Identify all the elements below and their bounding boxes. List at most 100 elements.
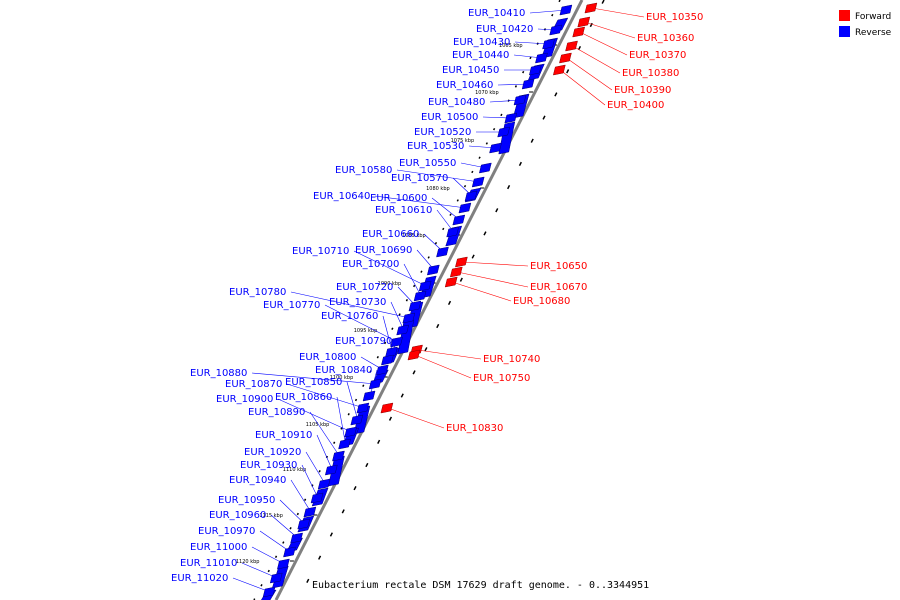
gene-label[interactable]: EUR_10770: [263, 300, 320, 311]
leader-line: [290, 479, 312, 513]
gene-label[interactable]: EUR_10780: [229, 287, 286, 298]
gene-label[interactable]: EUR_10840: [315, 365, 372, 376]
gene-label[interactable]: EUR_10760: [321, 311, 378, 322]
gene-label[interactable]: EUR_10500: [421, 112, 478, 123]
leader-line: [316, 434, 333, 471]
gene-label[interactable]: EUR_10450: [442, 65, 499, 76]
kbp-tick-label: 1095 kbp: [354, 328, 378, 334]
reverse-gene-arrow: [542, 38, 555, 50]
leader-line: [387, 407, 445, 429]
leader-line: [259, 530, 291, 553]
reverse-gene-block: [512, 93, 530, 119]
reverse-gene-arrow: [458, 202, 472, 214]
leader-line: [279, 499, 305, 525]
gene-label[interactable]: EUR_10790: [335, 336, 392, 347]
gene-label[interactable]: EUR_10440: [452, 50, 509, 61]
forward-gene-arrow: [449, 266, 463, 278]
gene-label[interactable]: EUR_10610: [375, 205, 432, 216]
reverse-gene-arrow: [521, 78, 535, 90]
reverse-gene-arrow: [356, 402, 370, 414]
gene-labels: EUR_10350 EUR_10360 EUR_10370 EUR_10380 EUR_…: [171, 8, 703, 584]
reverse-gene-arrow: [436, 246, 449, 258]
legend-forward-label: Forward: [855, 12, 891, 22]
leader-line: [324, 304, 398, 343]
gene-label[interactable]: EUR_10890: [248, 407, 305, 418]
gene-label[interactable]: EUR_10670: [530, 282, 587, 293]
gene-label[interactable]: EUR_10370: [629, 50, 686, 61]
forward-gene-arrow: [559, 52, 572, 64]
kbp-tick-label: 1090 kbp: [378, 281, 402, 287]
gene-label[interactable]: EUR_10940: [229, 475, 286, 486]
gene-label[interactable]: EUR_10880: [190, 368, 247, 379]
gene-label[interactable]: EUR_10750: [473, 373, 530, 384]
leader-line: [584, 21, 636, 39]
reverse-gene-arrow: [396, 324, 410, 336]
leader-line: [431, 197, 460, 221]
leader-line: [270, 514, 298, 539]
leader-line: [286, 383, 365, 409]
gene-label[interactable]: EUR_10830: [446, 423, 503, 434]
gene-label[interactable]: EUR_10640: [313, 191, 370, 202]
gene-label[interactable]: EUR_10900: [216, 394, 273, 405]
gene-label[interactable]: EUR_10350: [646, 12, 703, 23]
gene-label[interactable]: EUR_11020: [171, 573, 228, 584]
legend-reverse-label: Reverse: [855, 28, 892, 38]
gene-label[interactable]: EUR_10400: [607, 100, 664, 111]
gene-label[interactable]: EUR_10860: [275, 392, 332, 403]
gene-label[interactable]: EUR_10520: [414, 127, 471, 138]
gene-label[interactable]: EUR_10950: [218, 495, 275, 506]
reverse-gene-arrow: [350, 414, 364, 426]
gene-label[interactable]: EUR_10380: [622, 68, 679, 79]
leader-line: [232, 577, 271, 593]
gene-label[interactable]: EUR_10730: [329, 297, 386, 308]
reverse-gene-arrow: [297, 518, 311, 530]
gene-label[interactable]: EUR_10460: [436, 80, 493, 91]
leader-line: [457, 271, 529, 288]
gene-label[interactable]: EUR_10850: [285, 377, 342, 388]
gene-label[interactable]: EUR_10580: [335, 165, 392, 176]
gene-label[interactable]: EUR_10910: [255, 430, 312, 441]
reverse-gene-arrow: [471, 176, 485, 188]
reverse-gene-arrow: [283, 546, 296, 558]
gene-label[interactable]: EUR_10530: [407, 141, 464, 152]
gene-label[interactable]: EUR_10550: [399, 158, 456, 169]
gene-label[interactable]: EUR_11000: [190, 542, 247, 553]
strand-guide: [253, 0, 561, 600]
gene-label[interactable]: EUR_10930: [240, 460, 297, 471]
gene-label[interactable]: EUR_10600: [370, 193, 427, 204]
gene-label[interactable]: EUR_10710: [292, 246, 349, 257]
leader-line: [414, 354, 472, 379]
leader-line: [305, 451, 326, 485]
gene-label[interactable]: EUR_10920: [244, 447, 301, 458]
reverse-gene-arrow: [426, 264, 440, 276]
gene-label[interactable]: EUR_10390: [614, 85, 671, 96]
gene-label[interactable]: EUR_10480: [428, 97, 485, 108]
gene-label[interactable]: EUR_10570: [391, 173, 448, 184]
leader-line: [403, 263, 422, 297]
gene-label[interactable]: EUR_10420: [476, 24, 533, 35]
reverse-gene-arrow: [290, 532, 303, 544]
gene-label[interactable]: EUR_10870: [225, 379, 282, 390]
genome-backbone-line: [274, 0, 584, 600]
reverse-gene-arrow: [368, 378, 382, 390]
gene-label[interactable]: EUR_10700: [342, 259, 399, 270]
forward-gene-arrow: [455, 256, 468, 268]
gene-label[interactable]: EUR_10650: [530, 261, 587, 272]
gene-label[interactable]: EUR_10660: [362, 229, 419, 240]
kbp-tick-label: 1075 kbp: [451, 138, 475, 144]
leader-line: [309, 411, 340, 457]
gene-label[interactable]: EUR_10720: [336, 282, 393, 293]
gene-label[interactable]: EUR_10970: [198, 526, 255, 537]
gene-label[interactable]: EUR_10410: [468, 8, 525, 19]
gene-label[interactable]: EUR_10690: [355, 245, 412, 256]
gene-label[interactable]: EUR_10680: [513, 296, 570, 307]
reverse-gene-arrow: [418, 280, 432, 292]
gene-label[interactable]: EUR_10800: [299, 352, 356, 363]
gene-label[interactable]: EUR_10430: [453, 37, 510, 48]
leader-line: [290, 291, 410, 319]
gene-label[interactable]: EUR_10740: [483, 354, 540, 365]
gene-label[interactable]: EUR_11010: [180, 558, 237, 569]
leader-line: [579, 31, 628, 56]
gene-label[interactable]: EUR_10960: [209, 510, 266, 521]
gene-label[interactable]: EUR_10360: [637, 33, 694, 44]
